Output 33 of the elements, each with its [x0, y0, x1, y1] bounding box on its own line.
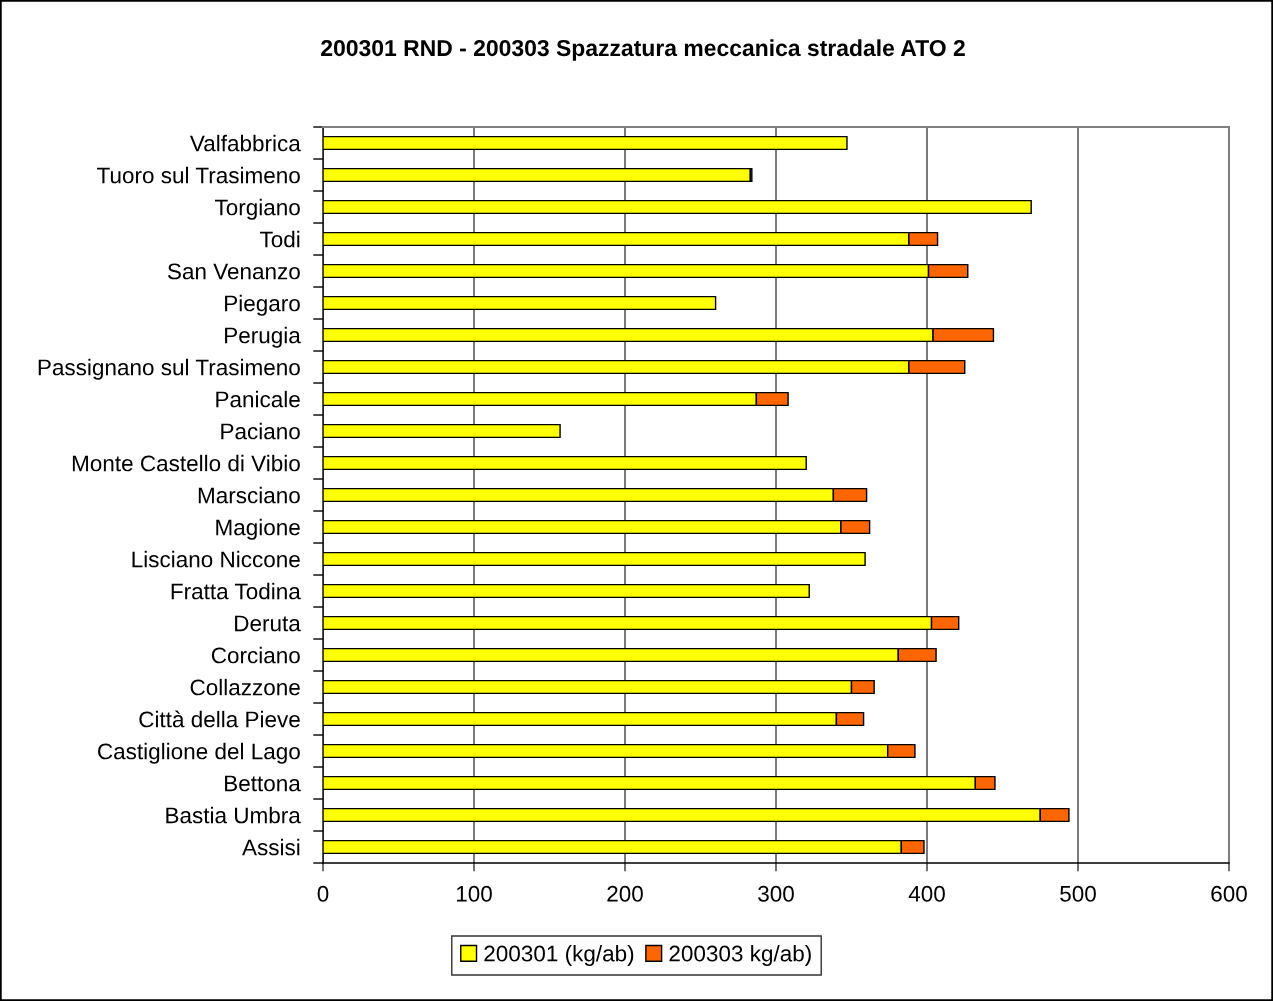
y-tick-label: Marsciano — [198, 486, 300, 504]
y-tick-label: Monte Castello di Vibio — [72, 454, 300, 472]
y-tick-label: Castiglione del Lago — [98, 742, 300, 764]
y-tick-label: Deruta — [235, 615, 301, 632]
x-tick-label: 500 — [1060, 885, 1096, 902]
y-tick-label: Panicale — [216, 390, 300, 408]
y-tick-label: Tuoro sul Trasimeno — [97, 166, 300, 184]
x-tick-label: 100 — [456, 885, 492, 902]
y-tick-label: Fratta Todina — [171, 582, 301, 600]
x-tick-label: 600 — [1211, 885, 1247, 902]
y-tick-label: Città della Pieve — [139, 710, 300, 728]
y-tick-label: Todi — [260, 230, 300, 248]
chart-title: 200301 RND - 200303 Spazzatura meccanica stradale ATO 2 — [321, 39, 965, 61]
x-tick-label: 400 — [908, 885, 945, 902]
x-tick-label: 200 — [607, 885, 643, 902]
y-tick-label: Perugia — [225, 326, 301, 348]
y-tick-label: Collazzone — [190, 678, 300, 696]
y-tick-label: Bettona — [225, 775, 301, 792]
y-tick-label: Torgiano — [214, 198, 300, 220]
legend-label: 200303 kg/ab) — [669, 945, 811, 966]
y-tick-label: Magione — [216, 518, 300, 540]
legend-label: 200301 (kg/ab) — [484, 945, 634, 966]
y-tick-label: Bastia Umbra — [166, 806, 301, 824]
y-tick-label: Paciano — [221, 422, 300, 440]
x-tick-label: 300 — [758, 885, 794, 902]
y-tick-label: Valfabbrica — [189, 134, 301, 152]
y-tick-label: Corciano — [211, 646, 300, 664]
y-tick-label: San Venanzo — [167, 263, 300, 280]
y-tick-label: Assisi — [242, 838, 300, 856]
x-tick-label: 0 — [317, 885, 329, 902]
y-tick-label: Lisciano Niccone — [132, 550, 300, 568]
y-tick-label: Piegaro — [225, 294, 300, 316]
y-tick-label: Passignano sul Trasimeno — [38, 358, 300, 380]
